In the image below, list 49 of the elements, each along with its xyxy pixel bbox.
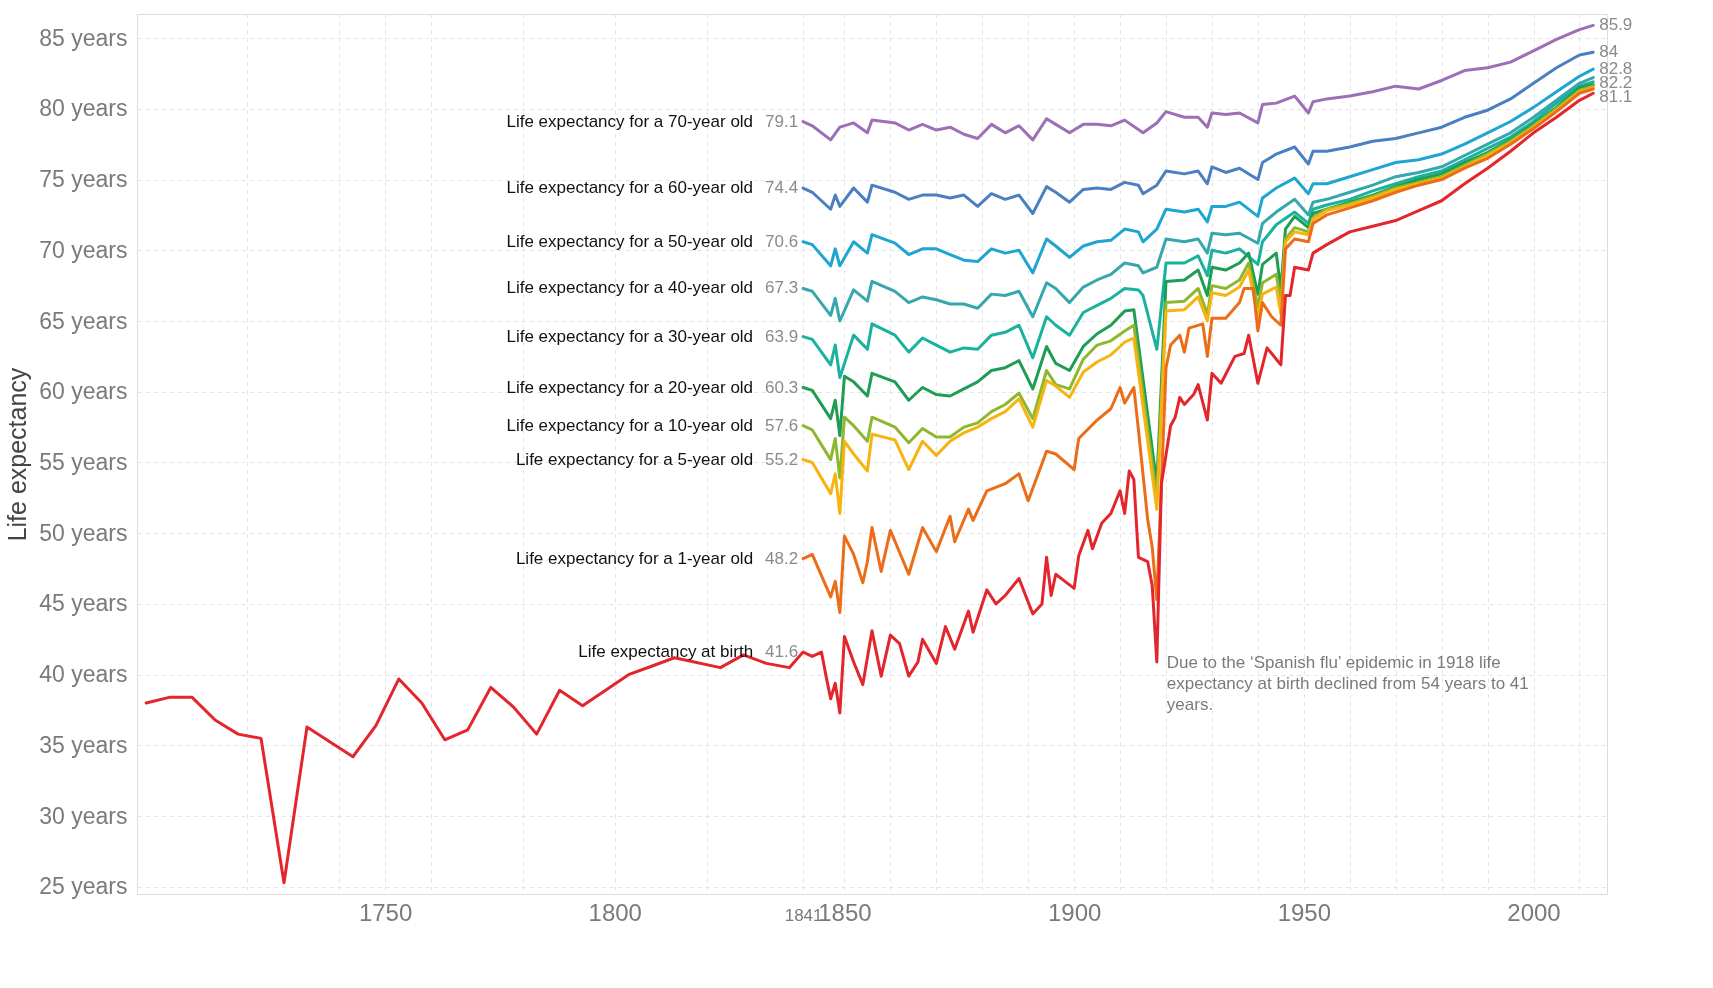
y-axis-title: Life expectancy xyxy=(3,367,32,542)
data-label: 57.6 xyxy=(765,415,799,435)
text: Life expectancy for a 1-year old xyxy=(515,548,754,568)
y-tick-label: 80 years xyxy=(39,95,128,122)
data-label: 60.3 xyxy=(765,377,799,397)
text: Life expectancy for a 50-year old xyxy=(506,231,754,251)
data-label: 41.6 xyxy=(765,642,799,662)
y-tick-label: 30 years xyxy=(39,802,128,829)
text: Life expectancy for a 20-year old xyxy=(506,377,754,397)
text: Life expectancy for a 5-year old xyxy=(515,449,754,469)
x-tick-label: 1750 xyxy=(358,898,413,926)
data-label: 84 xyxy=(1599,42,1619,62)
data-label: 85.9 xyxy=(1599,15,1633,35)
annotation: Due to the ‘Spanish flu’ epidemic in 1918 life expectancy at birth declined from 54 years to 41 years. xyxy=(1166,652,1529,714)
line-series xyxy=(801,50,1595,215)
y-tick-label: 75 years xyxy=(39,166,128,193)
line-series xyxy=(801,23,1595,142)
y-tick-label: 40 years xyxy=(39,661,128,688)
x-tick-label: 2000 xyxy=(1507,898,1561,926)
data-label: 74.4 xyxy=(765,178,799,198)
line-series xyxy=(144,91,1595,885)
line-series xyxy=(801,80,1595,380)
y-tick-label: 55 years xyxy=(39,448,128,475)
text: Life expectancy for a 70-year old xyxy=(506,111,754,131)
data-label: 79.1 xyxy=(765,111,799,131)
x-tick-label: 1950 xyxy=(1277,898,1332,926)
y-tick-label: 45 years xyxy=(39,590,128,617)
line-series xyxy=(801,87,1595,614)
y-tick-label: 35 years xyxy=(39,731,128,758)
line-series xyxy=(801,67,1595,275)
data-label: 63.9 xyxy=(765,326,799,346)
data-label: 55.2 xyxy=(765,449,799,469)
y-tick-label: 85 years xyxy=(39,24,128,51)
y-tick-label: 70 years xyxy=(39,236,128,263)
y-tick-label: 65 years xyxy=(39,307,128,334)
series-label: Life expectancy at birth xyxy=(578,642,754,662)
data-label: 67.3 xyxy=(765,278,799,298)
x-tick-label: 1900 xyxy=(1047,898,1102,926)
text: Life expectancy for a 10-year old xyxy=(506,415,754,435)
y-tick-label: 25 years xyxy=(39,873,128,900)
text: Life expectancy for a 40-year old xyxy=(506,278,754,298)
text: Life expectancy for a 30-year old xyxy=(506,326,754,346)
y-tick-label: 50 years xyxy=(39,519,128,546)
x-tick-label: 1800 xyxy=(588,898,642,926)
text: Life expectancy for a 60-year old xyxy=(506,178,754,198)
data-label: 48.2 xyxy=(765,548,799,568)
line-series xyxy=(801,76,1595,323)
data-label: 70.6 xyxy=(765,231,799,251)
y-tick-label: 60 years xyxy=(39,378,128,405)
